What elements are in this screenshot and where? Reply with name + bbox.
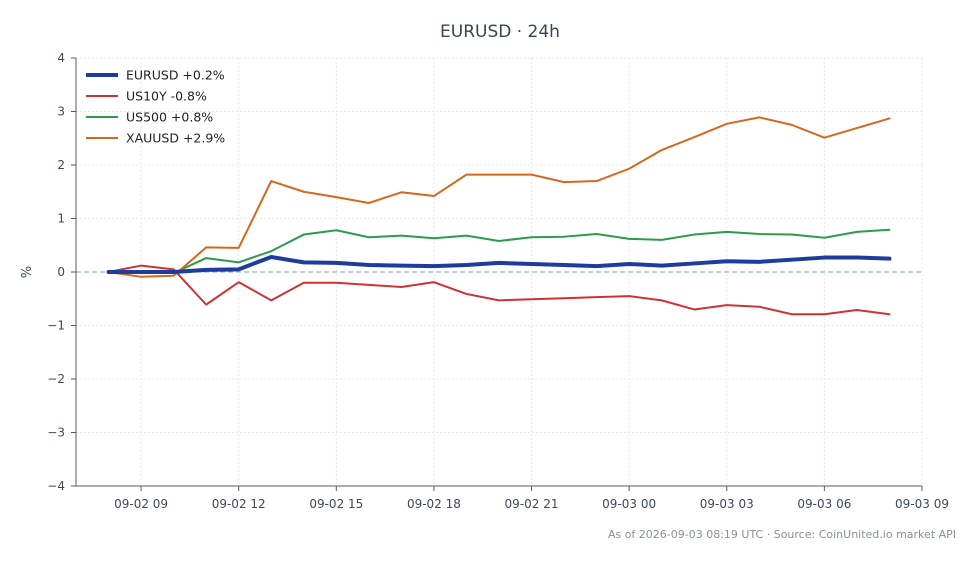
y-tick-label: −2	[47, 372, 65, 386]
x-tick-label: 09-02 12	[212, 497, 266, 511]
x-tick-label: 09-03 00	[602, 497, 656, 511]
x-tick-label: 09-03 03	[700, 497, 754, 511]
y-tick-label: 1	[57, 212, 65, 226]
y-tick-label: −1	[47, 319, 65, 333]
legend-label-eurusd: EURUSD +0.2%	[126, 68, 225, 83]
axes: −4 −3 −2 −1 0 1 2 3 4 09-02 09 09-02 12 09-02 15 09-…	[47, 51, 949, 511]
y-tick-label: 3	[57, 105, 65, 119]
y-tick-label: −3	[47, 426, 65, 440]
x-tick-label: 09-02 15	[309, 497, 363, 511]
legend-label-xauusd: XAUUSD +2.9%	[126, 131, 225, 146]
series-line-xauusd	[107, 116, 891, 278]
x-tick-label: 09-03 09	[895, 497, 949, 511]
legend: EURUSD +0.2% US10Y -0.8% US500 +0.8% XAUUSD…	[86, 68, 225, 146]
x-tick-label: 09-02 18	[407, 497, 461, 511]
footer-source: As of 2026-09-03 08:19 UTC · Source: Coi…	[608, 528, 956, 541]
legend-label-us500: US500 +0.8%	[126, 110, 213, 125]
x-tick-label: 09-02 21	[505, 497, 559, 511]
y-tick-label: −4	[47, 479, 65, 493]
series-line-us10y	[107, 264, 891, 316]
x-tick-label: 09-03 06	[797, 497, 851, 511]
series-lines	[106, 116, 892, 316]
legend-label-us10y: US10Y -0.8%	[126, 89, 207, 104]
x-tick-label: 09-02 09	[114, 497, 168, 511]
y-tick-label: 4	[57, 51, 65, 65]
y-axis-label: %	[20, 266, 35, 278]
y-tick-label: 0	[57, 265, 65, 279]
y-tick-label: 2	[57, 158, 65, 172]
series-line-us500	[107, 228, 891, 275]
series-line-eurusd	[106, 255, 892, 274]
chart-title: EURUSD · 24h	[440, 22, 560, 42]
